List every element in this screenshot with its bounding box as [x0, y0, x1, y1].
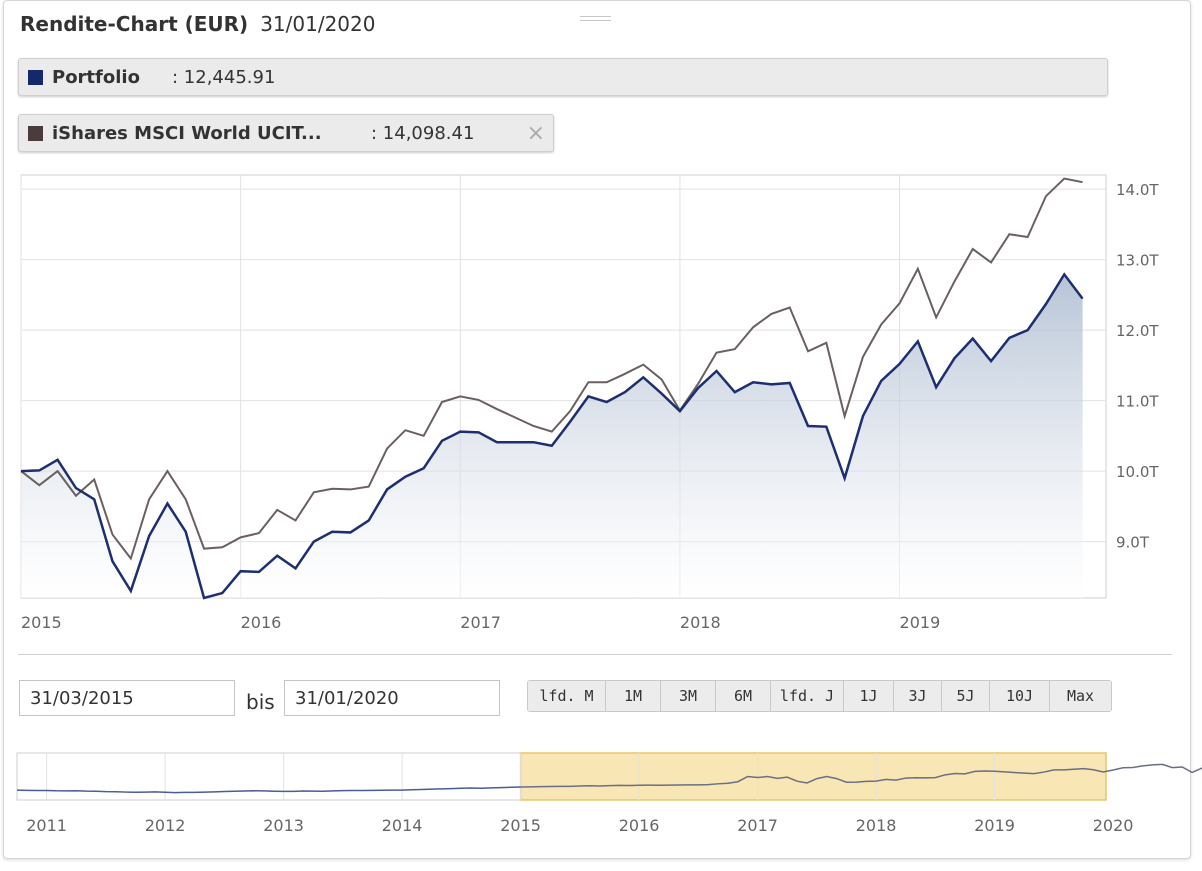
- legend-value: : 12,445.91: [172, 67, 276, 88]
- y-tick-label: 13.0T: [1116, 252, 1159, 270]
- period-button-5j[interactable]: 5J: [942, 681, 990, 711]
- navigator-year-label: 2013: [263, 816, 304, 835]
- navigator-line-selected: [520, 763, 1202, 788]
- x-tick-label: 2018: [680, 613, 721, 632]
- navigator-year-label: 2017: [737, 816, 778, 835]
- period-button-max[interactable]: Max: [1050, 681, 1111, 711]
- x-tick-label: 2019: [900, 613, 941, 632]
- series-line-portfolio: [20, 272, 1084, 600]
- y-tick-label: 12.0T: [1116, 322, 1159, 340]
- navigator-chart[interactable]: 2011 2012 2013 2014 2015 2016 2017 2018 2019 2020: [0, 745, 1202, 865]
- x-tick-label: 2016: [241, 613, 282, 632]
- period-button-1m[interactable]: 1M: [606, 681, 661, 711]
- y-tick-label: 10.0T: [1116, 463, 1159, 481]
- legend-name: iShares MSCI World UCIT...: [52, 123, 322, 144]
- navigator-year-label: 2020: [1093, 816, 1134, 835]
- bis-label: bis: [246, 690, 275, 714]
- series-line-benchmark: [20, 177, 1083, 561]
- chart-title: Rendite-Chart (EUR) 31/01/2020: [20, 12, 375, 36]
- period-button-3m[interactable]: 3M: [661, 681, 716, 711]
- legend-value: : 14,098.41: [371, 123, 475, 144]
- close-icon[interactable]: ×: [526, 121, 545, 146]
- period-button-6m[interactable]: 6M: [716, 681, 771, 711]
- navigator-year-label: 2014: [382, 816, 423, 835]
- navigator-year-label: 2012: [145, 816, 186, 835]
- navigator-selection: [519, 752, 1107, 801]
- date-from-input[interactable]: [19, 680, 235, 716]
- navigator-year-label: 2016: [619, 816, 660, 835]
- navigator-line-history: [16, 786, 521, 794]
- benchmark-swatch: [28, 126, 43, 141]
- line-chart: 9.0T 10.0T 11.0T 12.0T 13.0T 14.0T 2015 2016 201…: [20, 174, 1159, 632]
- x-tick-label: 2017: [460, 613, 501, 632]
- navigator-year-label: 2011: [26, 816, 67, 835]
- chart-date: 31/01/2020: [260, 12, 376, 36]
- navigator-year-label: 2019: [974, 816, 1015, 835]
- period-button-lfd-j[interactable]: lfd. J: [771, 681, 844, 711]
- legend-name: Portfolio: [52, 67, 140, 88]
- date-to-input[interactable]: [284, 680, 500, 716]
- drag-handle-icon[interactable]: [580, 16, 611, 26]
- portfolio-area: [21, 274, 1083, 598]
- navigator-year-label: 2018: [856, 816, 897, 835]
- x-tick-label: 2015: [21, 613, 62, 632]
- y-tick-label: 11.0T: [1116, 393, 1159, 411]
- period-buttons: lfd. M 1M 3M 6M lfd. J 1J 3J 5J 10J Max: [527, 680, 1112, 712]
- chart-title-text: Rendite-Chart (EUR): [20, 12, 249, 36]
- divider: [18, 654, 1172, 655]
- legend-item-benchmark[interactable]: iShares MSCI World UCIT... : 14,098.41 ×: [18, 114, 554, 152]
- portfolio-swatch: [28, 70, 43, 85]
- period-button-10j[interactable]: 10J: [990, 681, 1050, 711]
- y-tick-label: 14.0T: [1116, 181, 1159, 199]
- period-button-3j[interactable]: 3J: [894, 681, 942, 711]
- navigator-year-label: 2015: [500, 816, 541, 835]
- period-button-1j[interactable]: 1J: [844, 681, 894, 711]
- period-button-lfd-m[interactable]: lfd. M: [528, 681, 606, 711]
- y-tick-label: 9.0T: [1116, 534, 1150, 552]
- legend-item-portfolio[interactable]: Portfolio : 12,445.91: [18, 58, 1108, 96]
